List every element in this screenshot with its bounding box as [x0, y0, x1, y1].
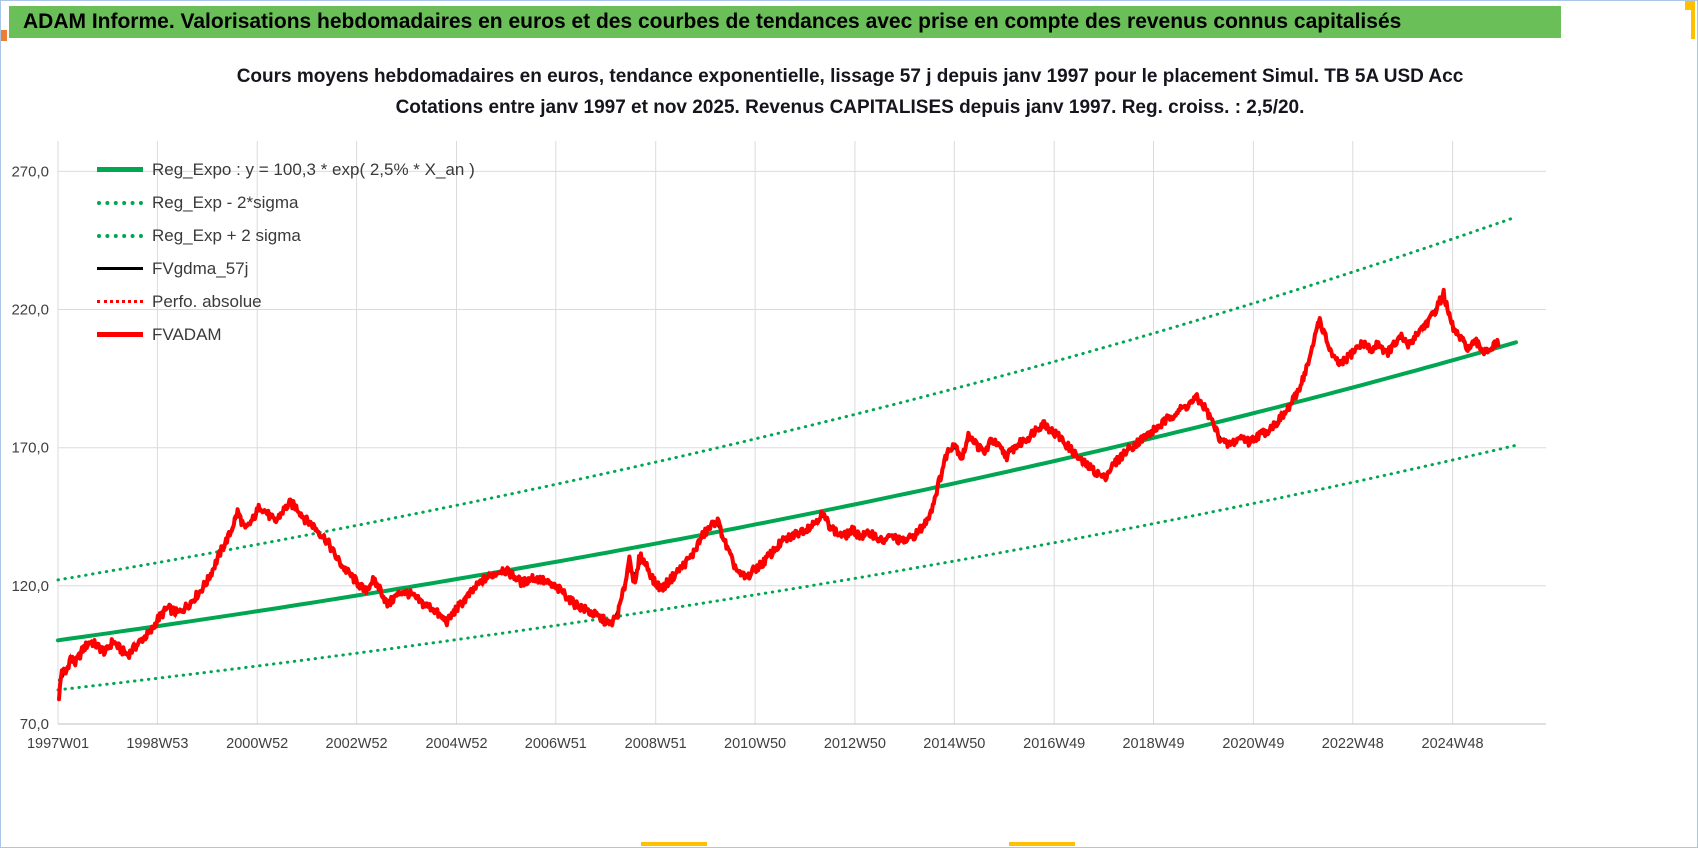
svg-text:2006W51: 2006W51: [525, 736, 587, 752]
title-bar: ADAM Informe. Valorisations hebdomadaire…: [9, 6, 1561, 38]
chart-title: Cours moyens hebdomadaires en euros, ten…: [1, 61, 1697, 123]
svg-text:270,0: 270,0: [11, 163, 49, 180]
legend-item-fvgdma: FVgdma_57j: [97, 252, 475, 285]
svg-text:120,0: 120,0: [11, 578, 49, 595]
chart-title-line-2: Cotations entre janv 1997 et nov 2025. R…: [395, 97, 1305, 118]
svg-text:2020W49: 2020W49: [1222, 736, 1284, 752]
legend-item-fvadam: FVADAM: [97, 318, 475, 351]
svg-text:170,0: 170,0: [11, 440, 49, 457]
legend-item-reg-expo: Reg_Expo : y = 100,3 * exp( 2,5% * X_an …: [97, 153, 475, 186]
legend-item-reg-plus-2sigma: Reg_Exp + 2 sigma: [97, 219, 475, 252]
svg-text:2018W49: 2018W49: [1122, 736, 1184, 752]
svg-text:2016W49: 2016W49: [1023, 736, 1085, 752]
legend-label: Reg_Exp - 2*sigma: [152, 192, 299, 212]
svg-text:2008W51: 2008W51: [625, 736, 687, 752]
svg-text:2014W50: 2014W50: [923, 736, 985, 752]
svg-text:2022W48: 2022W48: [1322, 736, 1384, 752]
green-dotted-line-sample-icon: [97, 200, 143, 205]
svg-text:220,0: 220,0: [11, 302, 49, 319]
selection-accent-yellow-top-right: [1685, 1, 1695, 10]
green-solid-line-sample-icon: [97, 167, 143, 172]
black-line-sample-icon: [97, 267, 143, 270]
red-dotted-line-sample-icon: [97, 300, 143, 303]
green-dotted-line-sample-icon: [97, 233, 143, 238]
legend-label: Reg_Exp + 2 sigma: [152, 225, 301, 245]
selection-accent-orange: [1, 30, 7, 41]
red-solid-line-sample-icon: [97, 332, 143, 337]
selection-accent-yellow-bottom-2: [1009, 842, 1075, 846]
svg-text:2002W52: 2002W52: [326, 736, 388, 752]
page-title: ADAM Informe. Valorisations hebdomadaire…: [23, 10, 1402, 33]
legend-item-perfo-absolue: Perfo. absolue: [97, 285, 475, 318]
chart-legend: Reg_Expo : y = 100,3 * exp( 2,5% * X_an …: [97, 153, 475, 351]
chart-title-line-1: Cours moyens hebdomadaires en euros, ten…: [236, 66, 1464, 87]
legend-item-reg-minus-2sigma: Reg_Exp - 2*sigma: [97, 186, 475, 219]
selection-accent-yellow-bottom-1: [641, 842, 707, 846]
svg-text:2000W52: 2000W52: [226, 736, 288, 752]
legend-label: FVADAM: [152, 324, 222, 344]
svg-text:1997W01: 1997W01: [27, 736, 89, 752]
svg-text:70,0: 70,0: [20, 716, 49, 733]
svg-text:2010W50: 2010W50: [724, 736, 786, 752]
svg-text:2004W52: 2004W52: [425, 736, 487, 752]
svg-text:2024W48: 2024W48: [1422, 736, 1484, 752]
svg-text:1998W53: 1998W53: [126, 736, 188, 752]
legend-label: Reg_Expo : y = 100,3 * exp( 2,5% * X_an …: [152, 159, 475, 179]
legend-label: Perfo. absolue: [152, 291, 262, 311]
legend-label: FVgdma_57j: [152, 258, 249, 278]
selection-accent-yellow-right: [1691, 1, 1695, 39]
svg-text:2012W50: 2012W50: [824, 736, 886, 752]
